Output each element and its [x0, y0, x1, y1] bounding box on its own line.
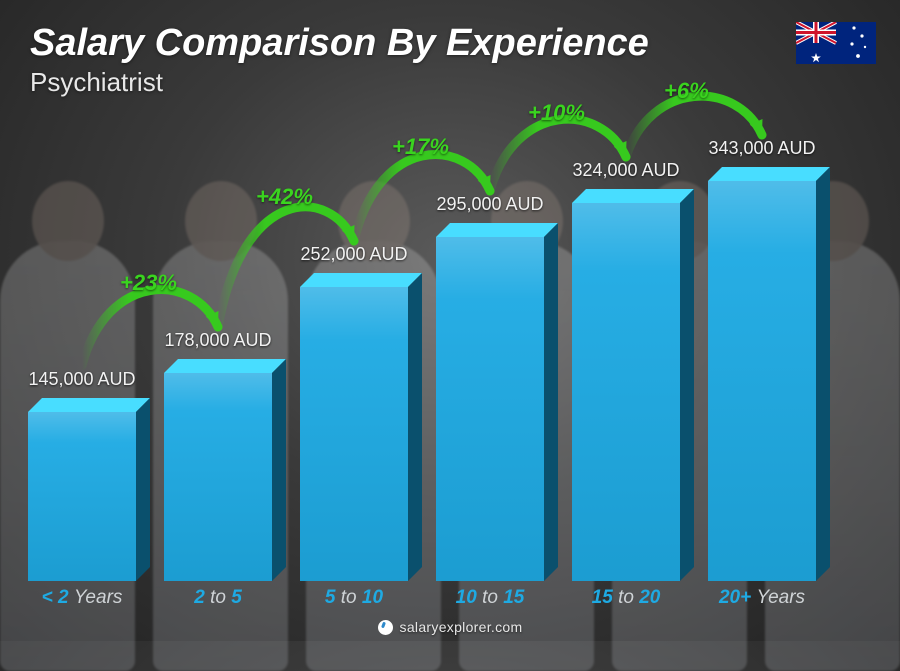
chart-title: Salary Comparison By Experience — [30, 22, 790, 65]
footer: salaryexplorer.com — [0, 619, 900, 635]
bar-value-label: 178,000 AUD — [150, 330, 286, 351]
bar-value-label: 295,000 AUD — [422, 194, 558, 215]
bar-value-label: 343,000 AUD — [694, 138, 830, 159]
x-axis-label: 5 to 10 — [286, 587, 422, 609]
australia-flag-icon — [796, 22, 876, 64]
increase-percent-label: +42% — [256, 184, 313, 210]
bar-chart: 145,000 AUD 178,000 AUD 252,000 AUD 295,000… — [28, 110, 852, 581]
increase-percent-label: +17% — [392, 134, 449, 160]
x-axis-labels: < 2 Years2 to 55 to 1010 to 1515 to 2020… — [28, 587, 852, 613]
bar-body — [164, 373, 272, 581]
bar-value-label: 145,000 AUD — [14, 369, 150, 390]
bar: 145,000 AUD — [28, 412, 136, 581]
bar-body — [572, 203, 680, 581]
increase-percent-label: +6% — [664, 78, 709, 104]
bar-body — [436, 237, 544, 581]
x-axis-label: 20+ Years — [694, 587, 830, 609]
footer-text: salaryexplorer.com — [400, 619, 523, 635]
bar-body — [300, 287, 408, 581]
x-axis-label: 15 to 20 — [558, 587, 694, 609]
bar: 343,000 AUD — [708, 181, 816, 581]
bar-value-label: 252,000 AUD — [286, 244, 422, 265]
bar: 295,000 AUD — [436, 237, 544, 581]
bar: 252,000 AUD — [300, 287, 408, 581]
bar-value-label: 324,000 AUD — [558, 160, 694, 181]
x-axis-label: 2 to 5 — [150, 587, 286, 609]
increase-percent-label: +10% — [528, 100, 585, 126]
bar: 324,000 AUD — [572, 203, 680, 581]
x-axis-label: 10 to 15 — [422, 587, 558, 609]
logo-icon — [378, 620, 393, 635]
bar-body — [28, 412, 136, 581]
bar: 178,000 AUD — [164, 373, 272, 581]
increase-percent-label: +23% — [120, 270, 177, 296]
bar-body — [708, 181, 816, 581]
x-axis-label: < 2 Years — [14, 587, 150, 609]
